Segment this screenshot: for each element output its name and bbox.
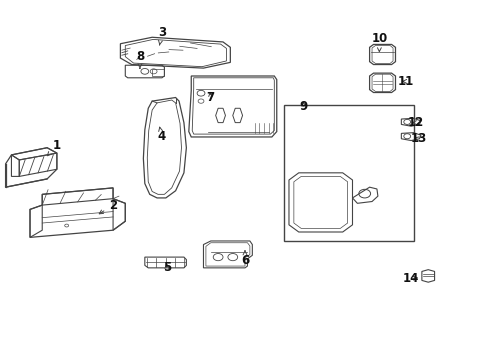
Text: 11: 11 — [398, 75, 415, 88]
Bar — [284, 105, 414, 241]
Text: 10: 10 — [371, 32, 388, 51]
Text: 3: 3 — [158, 27, 166, 45]
Text: 14: 14 — [403, 272, 419, 285]
Text: 2: 2 — [99, 199, 117, 214]
Text: 12: 12 — [408, 116, 424, 129]
Text: 1: 1 — [48, 139, 61, 156]
Text: 9: 9 — [299, 100, 308, 113]
Text: 6: 6 — [241, 251, 249, 267]
Text: 13: 13 — [410, 132, 427, 145]
Text: 4: 4 — [158, 127, 166, 144]
Text: 5: 5 — [163, 261, 171, 274]
Text: 7: 7 — [207, 91, 215, 104]
Text: 8: 8 — [136, 50, 144, 68]
